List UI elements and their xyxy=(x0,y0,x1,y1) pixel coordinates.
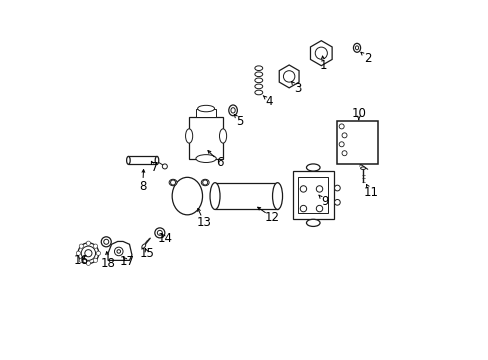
Ellipse shape xyxy=(353,43,360,52)
Ellipse shape xyxy=(84,249,92,257)
Circle shape xyxy=(316,205,322,212)
Circle shape xyxy=(79,244,83,248)
Text: 18: 18 xyxy=(101,257,115,270)
Circle shape xyxy=(170,180,175,185)
Ellipse shape xyxy=(176,180,202,212)
Text: 15: 15 xyxy=(140,247,155,260)
Ellipse shape xyxy=(355,46,358,50)
Text: 17: 17 xyxy=(120,255,135,268)
Bar xyxy=(292,171,333,219)
Circle shape xyxy=(300,205,306,212)
Ellipse shape xyxy=(183,188,195,204)
Ellipse shape xyxy=(219,129,226,143)
Text: 6: 6 xyxy=(216,156,224,169)
Ellipse shape xyxy=(155,157,159,164)
Ellipse shape xyxy=(230,108,235,113)
Circle shape xyxy=(203,180,207,185)
Text: 12: 12 xyxy=(264,211,279,224)
Circle shape xyxy=(341,151,346,156)
Polygon shape xyxy=(108,242,132,260)
Ellipse shape xyxy=(228,105,237,116)
Circle shape xyxy=(283,71,294,82)
Ellipse shape xyxy=(254,78,262,83)
Text: 11: 11 xyxy=(363,186,378,199)
Circle shape xyxy=(300,186,306,192)
Text: 3: 3 xyxy=(293,82,301,95)
Text: 2: 2 xyxy=(363,52,371,65)
Text: 7: 7 xyxy=(150,161,158,174)
Circle shape xyxy=(316,186,322,192)
Ellipse shape xyxy=(185,129,192,143)
Ellipse shape xyxy=(142,244,145,248)
Circle shape xyxy=(86,241,90,246)
Ellipse shape xyxy=(179,183,199,209)
Circle shape xyxy=(79,258,83,262)
Bar xyxy=(196,109,216,117)
Circle shape xyxy=(334,199,340,205)
Text: 13: 13 xyxy=(197,216,211,229)
Circle shape xyxy=(96,251,101,255)
Circle shape xyxy=(339,124,344,129)
Ellipse shape xyxy=(169,179,177,186)
Text: 10: 10 xyxy=(351,107,366,120)
Text: 8: 8 xyxy=(139,180,146,193)
Bar xyxy=(189,117,223,158)
Circle shape xyxy=(339,142,344,147)
Circle shape xyxy=(315,47,326,59)
Ellipse shape xyxy=(254,66,262,71)
Circle shape xyxy=(93,258,98,262)
Circle shape xyxy=(117,249,121,253)
Bar xyxy=(215,183,277,210)
Circle shape xyxy=(86,261,90,265)
Ellipse shape xyxy=(126,157,130,164)
Circle shape xyxy=(93,244,98,248)
Circle shape xyxy=(341,133,346,138)
Text: 4: 4 xyxy=(265,95,273,108)
Ellipse shape xyxy=(272,183,282,210)
Ellipse shape xyxy=(254,90,262,95)
Text: 9: 9 xyxy=(320,195,327,208)
Ellipse shape xyxy=(360,167,365,170)
Circle shape xyxy=(101,237,111,247)
Circle shape xyxy=(334,185,340,191)
Text: 5: 5 xyxy=(236,114,243,127)
Ellipse shape xyxy=(254,84,262,89)
Text: 14: 14 xyxy=(157,232,172,245)
Circle shape xyxy=(157,230,162,235)
Ellipse shape xyxy=(306,164,320,171)
Circle shape xyxy=(114,247,123,256)
Text: 16: 16 xyxy=(73,254,88,267)
Polygon shape xyxy=(310,41,331,66)
Ellipse shape xyxy=(81,246,95,260)
Ellipse shape xyxy=(78,243,99,264)
Bar xyxy=(337,121,378,164)
Circle shape xyxy=(76,251,81,255)
Ellipse shape xyxy=(197,105,214,112)
Ellipse shape xyxy=(172,177,202,215)
Circle shape xyxy=(103,239,108,244)
Ellipse shape xyxy=(306,219,320,226)
Ellipse shape xyxy=(254,72,262,77)
Bar xyxy=(128,157,157,164)
Ellipse shape xyxy=(210,183,220,210)
Ellipse shape xyxy=(196,155,216,162)
Text: 1: 1 xyxy=(320,59,327,72)
Circle shape xyxy=(162,164,167,169)
Bar xyxy=(298,177,328,213)
Polygon shape xyxy=(279,65,299,88)
Ellipse shape xyxy=(201,179,209,186)
Circle shape xyxy=(155,228,164,238)
